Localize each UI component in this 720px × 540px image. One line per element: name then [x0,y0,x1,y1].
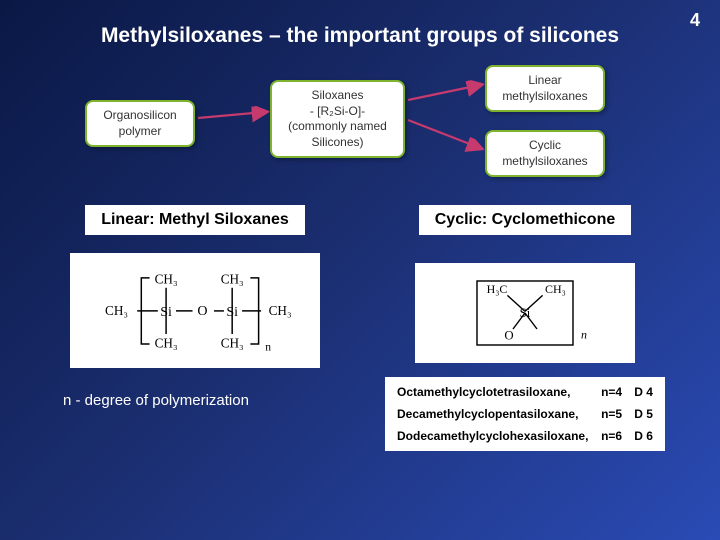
cyc-n: n=6 [595,425,628,447]
svg-text:O: O [197,303,207,319]
cyclic-table-wrap: Octamethylcyclotetrasiloxane, n=4 D 4 De… [385,377,665,451]
table-row: Decamethylcyclopentasiloxane, n=5 D 5 [391,403,659,425]
flow-box-organosilicon: Organosilicon polymer [85,100,195,147]
svg-text:CH₃: CH₃ [155,272,178,287]
flow-box-siloxanes: Siloxanes - [R₂Si-O]- (commonly named Si… [270,80,405,158]
cyclic-table: Octamethylcyclotetrasiloxane, n=4 D 4 De… [391,381,659,447]
svg-text:Si: Si [226,304,238,320]
svg-text:CH₃: CH₃ [221,272,244,287]
cyclic-heading: Cyclic: Cyclomethicone [419,205,632,235]
table-row: Dodecamethylcyclohexasiloxane, n=6 D 6 [391,425,659,447]
cyc-n: n=5 [595,403,628,425]
svg-text:O: O [504,328,513,342]
svg-text:CH₃: CH₃ [155,335,178,350]
svg-text:CH₃: CH₃ [221,335,244,350]
cyclic-column: Cyclic: Cyclomethicone H₃C CH₃ Si O n [385,205,665,451]
cyc-d: D 5 [628,403,659,425]
table-row: Octamethylcyclotetrasiloxane, n=4 D 4 [391,381,659,403]
cyc-d: D 6 [628,425,659,447]
columns: Linear: Methyl Siloxanes [55,205,665,451]
slide-title: Methylsiloxanes – the important groups o… [0,0,720,60]
cyc-n: n=4 [595,381,628,403]
linear-structure: CH₃ CH₃ CH₃ CH₃ CH₃ CH₃ Si Si O n [70,253,320,368]
flow-box-cyclic: Cyclic methylsiloxanes [485,130,605,177]
polymerization-note: n - degree of polymerization [55,392,335,409]
svg-text:n: n [581,328,587,342]
cyc-d: D 4 [628,381,659,403]
page-number: 4 [690,10,700,31]
flow-diagram: Organosilicon polymer Siloxanes - [R₂Si-… [40,60,680,195]
linear-heading: Linear: Methyl Siloxanes [85,205,305,235]
svg-text:CH₃: CH₃ [105,303,128,318]
svg-text:CH₃: CH₃ [545,282,566,296]
cyc-name: Octamethylcyclotetrasiloxane, [391,381,595,403]
flow-box-linear: Linear methylsiloxanes [485,65,605,112]
svg-text:Si: Si [520,306,531,320]
svg-text:n: n [265,341,271,354]
cyclic-structure: H₃C CH₃ Si O n [415,263,635,363]
svg-text:Si: Si [160,304,172,320]
cyc-name: Dodecamethylcyclohexasiloxane, [391,425,595,447]
linear-column: Linear: Methyl Siloxanes [55,205,335,451]
cyc-name: Decamethylcyclopentasiloxane, [391,403,595,425]
svg-text:CH₃: CH₃ [269,303,292,318]
svg-text:H₃C: H₃C [487,282,508,296]
